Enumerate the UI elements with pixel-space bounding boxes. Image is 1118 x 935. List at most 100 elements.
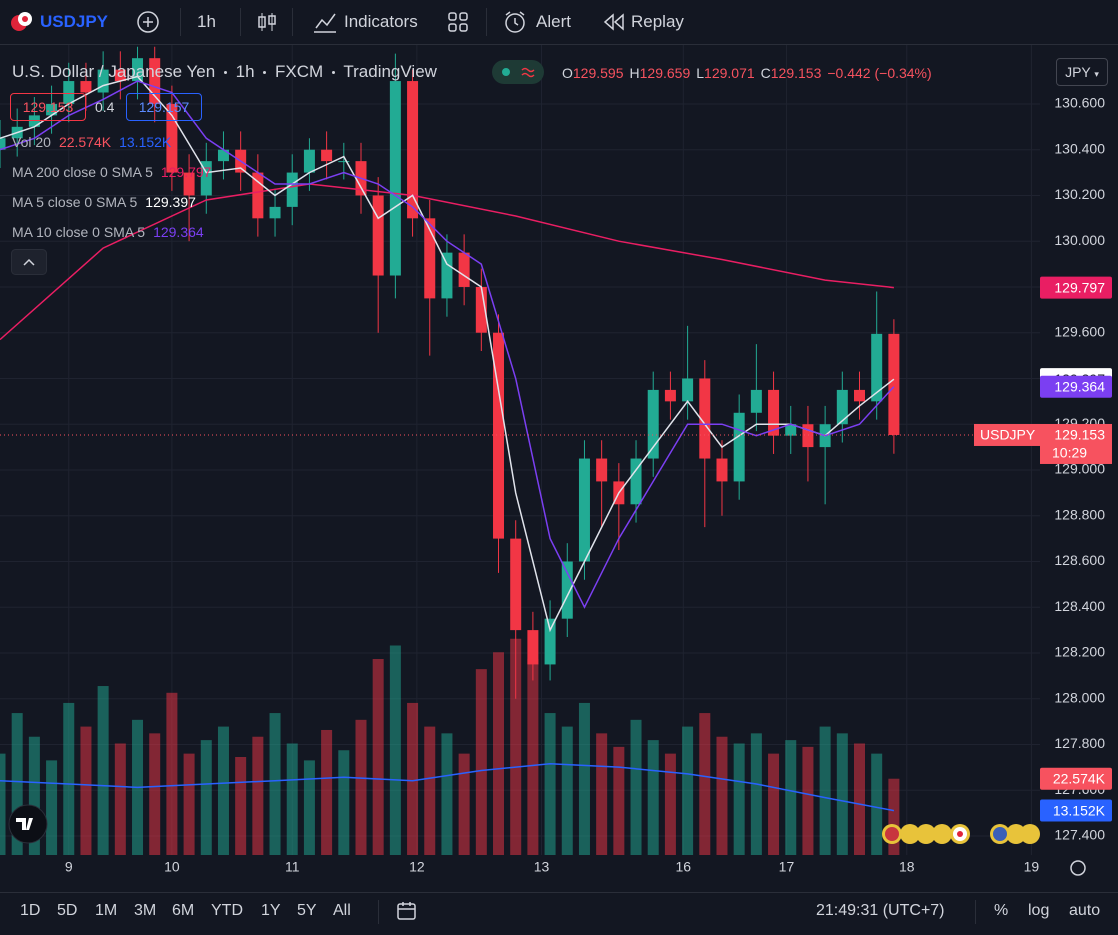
range-button[interactable]: 5D: [57, 902, 78, 919]
layouts[interactable]: [446, 10, 470, 34]
indicator-value: 129.364: [153, 224, 204, 240]
indicator-name: MA 5 close 0 SMA 5: [12, 194, 138, 210]
alert[interactable]: Alert: [536, 12, 571, 31]
range-button[interactable]: 6M: [172, 902, 195, 919]
range-button[interactable]: 3M: [134, 902, 157, 919]
countdown: 10:29: [1052, 445, 1087, 461]
add-symbol[interactable]: [136, 10, 160, 34]
volume-badge: [1040, 799, 1112, 822]
candle-body: [458, 252, 470, 287]
volume-bar: [321, 729, 333, 855]
range-button[interactable]: YTD: [211, 902, 243, 919]
volume-bar: [372, 659, 384, 855]
date-range[interactable]: [396, 900, 418, 922]
symbol[interactable]: USDJPY: [40, 12, 109, 31]
log-toggle[interactable]: log: [1028, 902, 1050, 919]
y-tick-label: 128.400: [1054, 598, 1105, 614]
indicator-line: [0, 80, 895, 609]
replay[interactable]: Replay: [631, 12, 684, 31]
candle-body: [578, 458, 590, 562]
currency[interactable]: JPY ▾: [1056, 58, 1108, 86]
market-status[interactable]: [492, 60, 544, 84]
volume-bar: [664, 753, 676, 855]
range-button[interactable]: 1M: [95, 902, 118, 919]
indicator-lines: [0, 75, 895, 812]
candle-body: [286, 172, 298, 207]
volume-bar: [149, 733, 161, 855]
volume-bar: [63, 702, 75, 855]
volume-bar: [802, 746, 814, 855]
volume-bar: [235, 757, 247, 855]
volume-bar: [733, 743, 745, 855]
symbol-icon: [11, 12, 32, 31]
volume-bar: [716, 736, 728, 855]
candle-body: [407, 81, 419, 219]
legend-interval: 1h: [235, 62, 255, 81]
price-badge: [1040, 375, 1112, 398]
indicator-value: 22.574K: [58, 134, 112, 150]
auto-toggle[interactable]: auto: [1069, 902, 1101, 919]
range-button[interactable]: 1Y: [261, 902, 281, 919]
price-badge: [1040, 276, 1112, 299]
price-badge-text: 129.364: [1054, 378, 1105, 394]
alert-icon[interactable]: [503, 9, 529, 35]
volume-bar: [647, 740, 659, 855]
range-button[interactable]: 5Y: [297, 902, 317, 919]
spread: 0.4: [95, 99, 115, 115]
volume-bar: [303, 760, 315, 855]
volume-bar: [389, 645, 401, 855]
indicators-icon[interactable]: [312, 10, 338, 34]
candle-body: [716, 458, 728, 482]
y-tick-label: 130.000: [1054, 232, 1105, 248]
candle-body: [0, 138, 6, 150]
volume-bar: [510, 638, 522, 855]
percent-toggle[interactable]: %: [994, 902, 1009, 919]
x-tick-label: 11: [285, 859, 300, 875]
y-tick-label: 128.800: [1054, 506, 1105, 522]
volume-bar: [475, 669, 487, 855]
y-tick-label: 130.400: [1054, 140, 1105, 156]
indicators[interactable]: Indicators: [344, 12, 418, 31]
volume-bar: [183, 753, 195, 855]
candle-body: [802, 424, 814, 448]
ohlc-key: O: [562, 65, 573, 81]
candle-body: [132, 58, 144, 82]
legend-title: U.S. Dollar / Japanese Yen 1h FXCM Tradi…: [12, 62, 437, 82]
volume-bar: [269, 713, 281, 855]
indicator-row: MA 10 close 0 SMA 5 129.364: [12, 224, 212, 240]
settings-icon[interactable]: [1070, 860, 1086, 876]
ask-price[interactable]: 129.157: [126, 93, 202, 121]
x-tick-label: 10: [164, 859, 180, 875]
y-tick-label: 127.800: [1054, 735, 1105, 751]
y-tick-label: 128.200: [1054, 644, 1105, 660]
range-button[interactable]: All: [333, 902, 351, 919]
indicator-name: MA 10 close 0 SMA 5: [12, 224, 146, 240]
collapse-legend[interactable]: [11, 249, 47, 275]
bid-price[interactable]: 129.153: [10, 93, 86, 121]
replay-icon[interactable]: [602, 11, 626, 33]
symbol-badge: [974, 423, 1040, 446]
clock[interactable]: 21:49:31 (UTC+7): [816, 902, 945, 919]
price-badge: [1040, 423, 1112, 464]
candle-body: [768, 389, 780, 436]
event-icons: [882, 824, 1040, 844]
candle-body: [733, 412, 745, 482]
volume-bar: [596, 733, 608, 855]
volume-bar: [424, 726, 436, 855]
chart-type[interactable]: [255, 10, 279, 34]
range-button[interactable]: 1D: [20, 902, 41, 919]
candle-body: [424, 218, 436, 299]
interval[interactable]: 1h: [197, 12, 216, 31]
candle-body: [166, 103, 178, 173]
volume-bar: [768, 753, 780, 855]
volume-bar: [355, 719, 367, 855]
price-badges: 129.797129.397129.364USDJPY10:29129.1532…: [0, 276, 1112, 822]
ohlc-change: −0.442 (−0.34%): [827, 65, 932, 81]
candle-body: [493, 332, 505, 539]
volume-bar: [578, 702, 590, 855]
candle-body: [871, 333, 883, 402]
candle-body: [217, 149, 229, 162]
volume-bar: [750, 733, 762, 855]
candle-body: [475, 286, 487, 333]
y-tick-label: 128.000: [1054, 689, 1105, 705]
